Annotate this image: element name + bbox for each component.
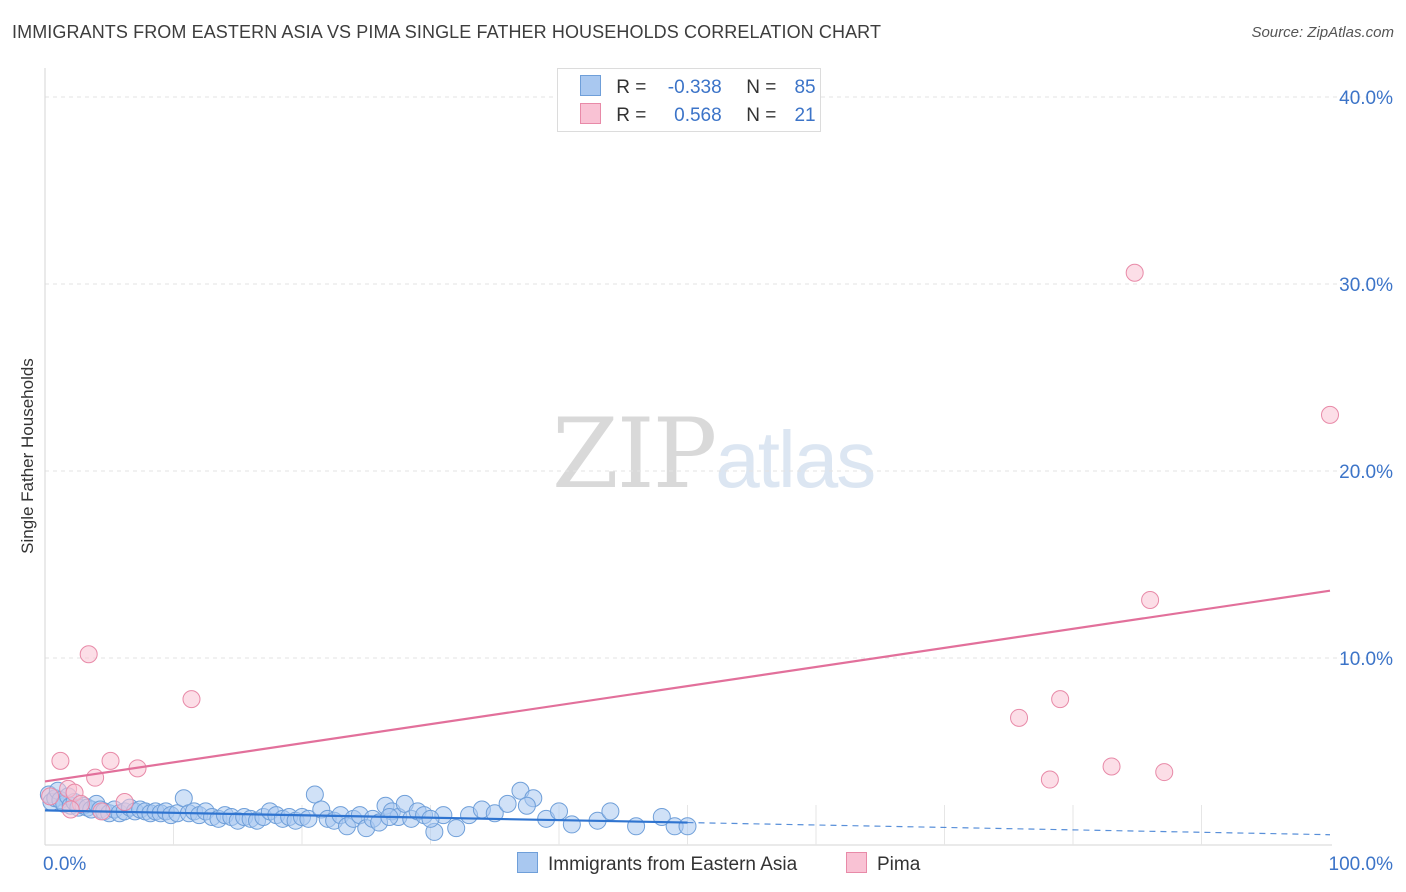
pima-point [182, 690, 201, 709]
eastern-asia-point [305, 785, 324, 804]
bottom-legend-swatch-blue [517, 852, 538, 873]
pima-point [1040, 770, 1059, 789]
pima-point [1102, 757, 1121, 776]
pima-point [51, 751, 70, 770]
eastern-asia-point [498, 794, 517, 813]
pima-point [1125, 263, 1144, 282]
pima-point [79, 645, 98, 664]
eastern-asia-point [601, 802, 620, 821]
pima-point [1010, 708, 1029, 727]
pima-point [41, 787, 60, 806]
eastern-asia-point [447, 819, 466, 838]
legend-row-eastern-asia: R = -0.338 N = 85 [580, 75, 816, 99]
eastern-asia-trend-line-extension [687, 821, 1331, 836]
watermark-atlas: atlas [715, 415, 876, 504]
watermark: ZIPatlas [552, 398, 876, 510]
legend-n-value: 85 [794, 77, 816, 98]
bottom-legend-label: Pima [877, 854, 921, 875]
eastern-asia-point [517, 796, 536, 815]
pima-point [1155, 763, 1174, 782]
bottom-legend-swatch-pink [846, 852, 867, 873]
eastern-asia-point [562, 815, 581, 834]
legend-r-label: R = [616, 77, 647, 98]
eastern-asia-point [678, 817, 697, 836]
legend-r-label: R = [616, 105, 647, 126]
pima-point [1141, 591, 1160, 610]
pima-point [1321, 405, 1339, 424]
y-tick-label: 10.0% [1339, 649, 1393, 670]
legend-swatch-blue [580, 75, 601, 96]
pima-point [61, 800, 80, 819]
bottom-legend-eastern-asia: Immigrants from Eastern Asia [517, 852, 797, 876]
y-tick-label: 30.0% [1339, 275, 1393, 296]
y-tick-label: 20.0% [1339, 462, 1393, 483]
legend-n-label: N = [746, 77, 777, 98]
eastern-asia-point [485, 804, 504, 823]
pima-point [1051, 690, 1070, 709]
pima-point [115, 792, 134, 811]
bottom-legend-pima: Pima [846, 852, 920, 876]
legend-row-pima: R = 0.568 N = 21 [580, 103, 816, 127]
chart-title: IMMIGRANTS FROM EASTERN ASIA VS PIMA SIN… [12, 22, 882, 42]
legend-swatch-pink [580, 103, 601, 124]
x-tick-label-min: 0.0% [43, 854, 86, 875]
legend-r-value: -0.338 [667, 77, 722, 98]
watermark-zip: ZIP [552, 398, 717, 510]
pima-point [101, 751, 120, 770]
eastern-asia-trend-line [44, 809, 688, 824]
legend-n-label: N = [746, 105, 777, 126]
x-tick-label-max: 100.0% [1329, 854, 1394, 875]
pima-trend-line [44, 589, 1331, 783]
legend-r-value: 0.568 [674, 105, 722, 126]
source-label: Source: ZipAtlas.com [1251, 24, 1394, 41]
bottom-legend-label: Immigrants from Eastern Asia [548, 854, 798, 875]
eastern-asia-point [550, 802, 568, 821]
y-tick-label: 40.0% [1339, 88, 1393, 109]
pima-point [86, 768, 105, 787]
eastern-asia-point [627, 817, 646, 836]
stats-legend: R = -0.338 N = 85 R = 0.568 N = 21 [557, 68, 821, 132]
legend-n-value: 21 [794, 105, 816, 126]
